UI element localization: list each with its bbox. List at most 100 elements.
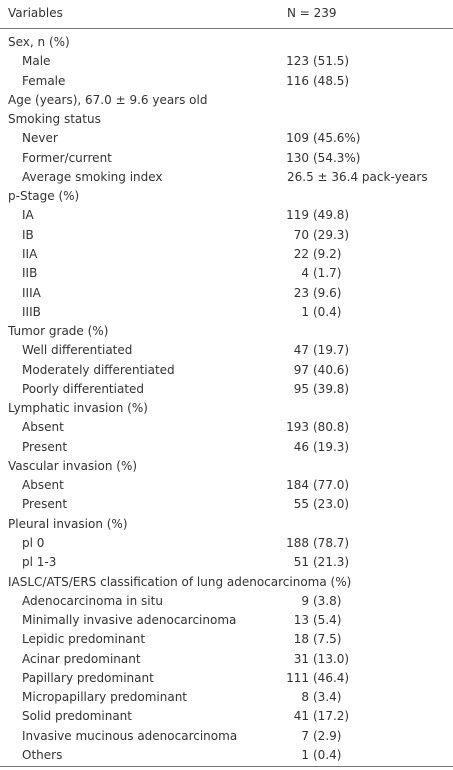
row-percent: (3.8) (313, 593, 342, 608)
row-percent: (9.6) (313, 285, 342, 300)
row-label: pl 1-3 (22, 555, 57, 570)
row-percent: (19.3) (313, 439, 350, 454)
row-label: IA (22, 208, 34, 223)
row-count: 22 (293, 246, 309, 261)
row-percent: (0.4) (313, 304, 342, 319)
row-count: 123 (286, 54, 309, 69)
header-rule (0, 28, 453, 29)
row-percent: (48.5) (313, 73, 350, 88)
group-label: Age (years), 67.0 ± 9.6 years old (8, 92, 208, 107)
row-percent: (29.3) (313, 227, 350, 242)
group-label: Tumor grade (%) (8, 324, 109, 339)
row-percent: (54.3%) (313, 150, 361, 165)
row-percent: (3.4) (313, 690, 342, 705)
row-label: Invasive mucinous adenocarcinoma (22, 728, 238, 743)
row-percent: (13.0) (313, 651, 350, 666)
row-count: 95 (293, 381, 309, 396)
row-percent: (21.3) (313, 555, 350, 570)
row-count: 109 (286, 131, 309, 146)
row-percent: (2.9) (313, 728, 342, 743)
row-count: 13 (293, 613, 309, 628)
row-label: Solid predominant (22, 709, 132, 724)
row-count: 23 (293, 285, 309, 300)
row-label: Adenocarcinoma in situ (22, 593, 163, 608)
row-count: 31 (293, 651, 309, 666)
row-percent: (51.5) (313, 54, 350, 69)
row-percent: (45.6%) (313, 131, 361, 146)
row-label: Present (22, 497, 68, 512)
group-label: Lymphatic invasion (%) (8, 401, 148, 416)
row-percent: (5.4) (313, 613, 342, 628)
group-label: IASLC/ATS/ERS classification of lung ade… (8, 574, 352, 589)
row-count: 188 (286, 536, 309, 551)
row-label: Others (22, 747, 63, 762)
group-label: Vascular invasion (%) (8, 458, 138, 473)
row-value: 26.5 ± 36.4 pack-years (287, 169, 428, 184)
row-percent: (1.7) (313, 266, 342, 281)
group-label: Sex, n (%) (8, 35, 70, 49)
row-label: Average smoking index (22, 169, 163, 184)
row-label: IB (22, 227, 34, 242)
row-count: 51 (293, 555, 309, 570)
row-percent: (17.2) (313, 709, 350, 724)
row-count: 18 (293, 632, 309, 647)
row-count: 4 (301, 266, 309, 281)
row-label: Well differentiated (22, 343, 133, 358)
row-label: Present (22, 439, 68, 454)
row-percent: (9.2) (313, 246, 342, 261)
row-label: Absent (22, 420, 64, 435)
row-count: 46 (293, 439, 309, 454)
bottom-rule (0, 766, 453, 767)
row-percent: (78.7) (313, 536, 350, 551)
row-count: 193 (286, 420, 309, 435)
row-count: 9 (301, 593, 309, 608)
row-count: 8 (301, 690, 309, 705)
row-count: 111 (286, 670, 309, 685)
row-percent: (46.4) (313, 670, 350, 685)
row-label: Poorly differentiated (22, 381, 145, 396)
row-count: 41 (293, 709, 309, 724)
row-label: Male (22, 54, 51, 69)
header-variables: Variables (8, 6, 63, 20)
row-count: 47 (293, 343, 309, 358)
row-count: 184 (286, 478, 309, 493)
row-percent: (0.4) (313, 747, 342, 762)
row-label: Absent (22, 478, 64, 493)
row-label: IIIB (22, 304, 41, 319)
row-label: pl 0 (22, 536, 45, 551)
row-label: Never (22, 131, 58, 146)
row-percent: (7.5) (313, 632, 342, 647)
row-label: IIB (22, 266, 38, 281)
row-label: Female (22, 73, 66, 88)
row-count: 70 (293, 227, 309, 242)
row-label: Former/current (22, 150, 112, 165)
row-percent: (23.0) (313, 497, 350, 512)
row-label: Minimally invasive adenocarcinoma (22, 613, 237, 628)
row-count: 55 (293, 497, 309, 512)
row-percent: (40.6) (313, 362, 350, 377)
row-count: 7 (301, 728, 309, 743)
group-label: Pleural invasion (%) (8, 516, 128, 531)
row-count: 1 (301, 747, 309, 762)
row-label: IIA (22, 246, 38, 261)
row-count: 97 (293, 362, 309, 377)
row-label: IIIA (22, 285, 41, 300)
row-label: Acinar predominant (22, 651, 141, 666)
row-label: Moderately differentiated (22, 362, 175, 377)
row-percent: (49.8) (313, 208, 350, 223)
group-label: p-Stage (%) (8, 189, 80, 204)
row-count: 1 (301, 304, 309, 319)
header-n: N = 239 (287, 6, 337, 20)
row-count: 130 (286, 150, 309, 165)
row-percent: (19.7) (313, 343, 350, 358)
row-label: Lepidic predominant (22, 632, 146, 647)
row-percent: (80.8) (313, 420, 350, 435)
group-label: Smoking status (8, 112, 101, 127)
row-label: Micropapillary predominant (22, 690, 188, 705)
row-percent: (39.8) (313, 381, 350, 396)
row-label: Papillary predominant (22, 670, 154, 685)
row-count: 116 (286, 73, 309, 88)
row-count: 119 (286, 208, 309, 223)
row-percent: (77.0) (313, 478, 350, 493)
